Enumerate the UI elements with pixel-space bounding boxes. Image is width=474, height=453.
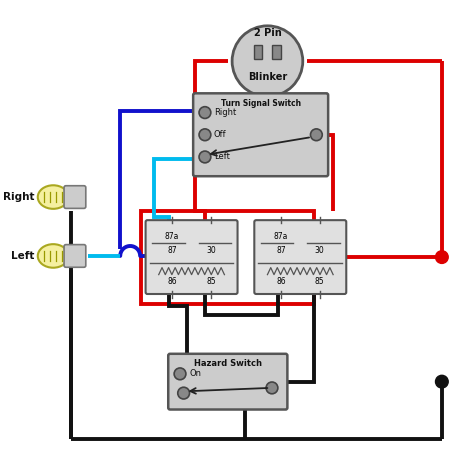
Text: 87: 87 xyxy=(276,246,286,255)
Text: 87a: 87a xyxy=(165,231,179,241)
Text: 87: 87 xyxy=(167,246,177,255)
FancyBboxPatch shape xyxy=(146,220,237,294)
Text: Left: Left xyxy=(11,251,34,261)
Text: 86: 86 xyxy=(167,277,177,286)
Circle shape xyxy=(178,387,190,399)
Circle shape xyxy=(199,107,211,119)
Circle shape xyxy=(174,368,186,380)
FancyBboxPatch shape xyxy=(255,220,346,294)
Text: 30: 30 xyxy=(206,246,216,255)
Text: 87a: 87a xyxy=(273,231,288,241)
Circle shape xyxy=(436,375,448,388)
FancyBboxPatch shape xyxy=(273,45,281,59)
Circle shape xyxy=(232,26,303,96)
FancyBboxPatch shape xyxy=(64,186,86,208)
Text: 86: 86 xyxy=(276,277,286,286)
Text: Off: Off xyxy=(214,130,227,139)
Ellipse shape xyxy=(38,244,69,268)
Circle shape xyxy=(199,151,211,163)
Text: Right: Right xyxy=(3,192,34,202)
Circle shape xyxy=(436,251,448,264)
Text: Blinker: Blinker xyxy=(248,72,287,82)
Text: Turn Signal Switch: Turn Signal Switch xyxy=(220,99,301,108)
Text: 2 Pin: 2 Pin xyxy=(254,28,282,38)
Circle shape xyxy=(199,129,211,141)
Text: 85: 85 xyxy=(315,277,325,286)
Text: Left: Left xyxy=(214,153,230,161)
FancyBboxPatch shape xyxy=(255,45,263,59)
Text: 30: 30 xyxy=(315,246,325,255)
Text: Right: Right xyxy=(214,108,236,117)
FancyBboxPatch shape xyxy=(193,93,328,176)
Circle shape xyxy=(266,382,278,394)
Circle shape xyxy=(310,129,322,141)
FancyBboxPatch shape xyxy=(168,354,287,410)
Ellipse shape xyxy=(38,185,69,209)
Text: 85: 85 xyxy=(206,277,216,286)
Text: Hazard Switch: Hazard Switch xyxy=(194,359,262,368)
Text: On: On xyxy=(189,369,201,378)
FancyBboxPatch shape xyxy=(64,245,86,267)
